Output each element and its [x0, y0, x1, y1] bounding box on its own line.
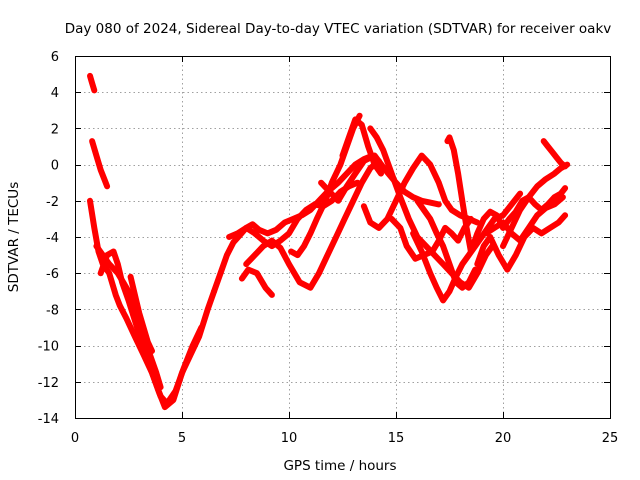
axis-ticks [75, 56, 611, 419]
x-tick-label: 0 [71, 431, 79, 446]
y-tick-label: 4 [51, 86, 59, 101]
y-tick-label: -12 [38, 376, 59, 391]
y-tick-labels: -14 -12 -10 -8 -6 -4 -2 0 2 4 6 [38, 50, 59, 427]
series-arc-7 [211, 152, 376, 295]
series-arc-22 [482, 194, 566, 244]
x-tick-labels: 0 5 10 15 20 25 [71, 431, 618, 446]
series-arc-6 [127, 273, 155, 354]
series-arc-19 [444, 134, 474, 255]
series-arc-21 [474, 212, 569, 273]
x-tick-label: 5 [178, 431, 186, 446]
series-arc-9 [238, 266, 275, 298]
y-axis-label: SDTVAR / TECUs [6, 182, 22, 292]
series-arc-24 [540, 138, 569, 170]
y-tick-label: 6 [51, 50, 59, 65]
x-tick-label: 20 [495, 431, 512, 446]
series-arc-18 [414, 197, 479, 291]
series-arc-16 [388, 215, 474, 262]
x-tick-label: 25 [602, 431, 619, 446]
series-arc-15 [360, 152, 481, 231]
y-tick-label: -14 [38, 412, 59, 427]
series-arc-2 [89, 138, 111, 190]
y-tick-label: 0 [51, 159, 59, 174]
series-arc-23 [500, 161, 571, 250]
series-arc-5 [97, 248, 205, 407]
x-axis-label: GPS time / hours [283, 458, 396, 474]
y-tick-label: -2 [46, 195, 59, 210]
y-tick-label: 2 [51, 122, 59, 137]
x-tick-label: 15 [388, 431, 405, 446]
chart-title: Day 080 of 2024, Sidereal Day-to-day VTE… [65, 21, 612, 37]
y-tick-label: -10 [38, 340, 59, 355]
series-arc-1 [87, 72, 98, 94]
y-tick-label: -8 [46, 303, 59, 318]
series-arc-14 [367, 125, 496, 291]
series-arc-13 [339, 116, 384, 177]
data-series [87, 72, 571, 411]
series-arc-10 [243, 158, 382, 291]
y-tick-label: -6 [46, 267, 59, 282]
y-tick-label: -4 [46, 231, 59, 246]
x-tick-label: 10 [281, 431, 298, 446]
